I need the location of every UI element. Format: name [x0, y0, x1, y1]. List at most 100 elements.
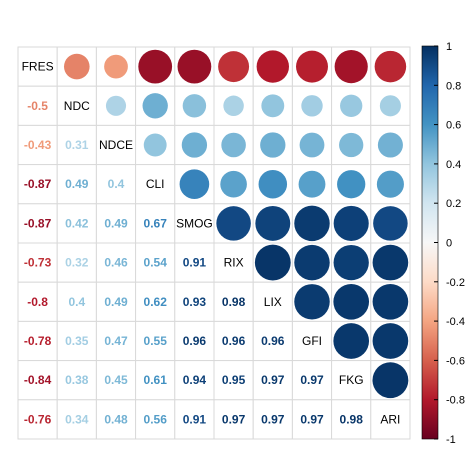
grid-cell: [17, 399, 58, 440]
correlation-value: 0.95: [222, 373, 246, 387]
correlation-circle: [298, 170, 326, 198]
correlation-circle: [294, 284, 330, 320]
correlation-value: 0.56: [144, 412, 168, 426]
variable-label: RIX: [224, 256, 244, 270]
correlation-circle: [299, 132, 325, 158]
variable-label: SMOG: [176, 216, 213, 230]
grid-cell: [213, 281, 254, 322]
grid-cell: [213, 320, 254, 362]
correlation-value: 0.97: [222, 412, 246, 426]
correlation-value: -0.73: [24, 256, 52, 270]
correlation-circle: [294, 244, 330, 281]
correlation-value: 0.97: [261, 373, 285, 387]
correlation-value: 0.49: [65, 177, 89, 191]
grid-cell: [291, 360, 333, 401]
colorbar-tick-label: 0.8: [446, 80, 461, 92]
grid-cell: [213, 242, 254, 283]
correlation-circle: [294, 205, 330, 242]
correlation-circle: [372, 244, 409, 281]
correlation-circle: [181, 132, 208, 158]
colorbar-tick-label: -1: [446, 434, 456, 446]
grid-cell: [56, 203, 97, 244]
grid-cell: [174, 242, 215, 283]
correlation-value: -0.5: [27, 99, 48, 113]
grid-cell: [17, 281, 58, 322]
correlation-circle: [216, 206, 251, 241]
grid-cell: [174, 203, 215, 244]
grid-cell: [95, 360, 137, 401]
correlation-value: 0.62: [144, 295, 168, 309]
correlation-value: 0.48: [104, 412, 128, 426]
variable-label: FRES: [22, 60, 54, 74]
correlation-circle: [376, 170, 404, 198]
correlation-value: 0.98: [222, 295, 246, 309]
grid-cell: [56, 85, 97, 126]
variable-label: LIX: [264, 295, 282, 309]
correlation-value: 0.94: [183, 373, 207, 387]
grid-cell: [370, 399, 411, 440]
colorbar-tick-label: -0.6: [446, 355, 465, 367]
correlation-value: -0.8: [27, 295, 48, 309]
correlation-value: 0.46: [104, 256, 128, 270]
correlation-value: 0.45: [104, 373, 128, 387]
grid-cell: [17, 164, 58, 205]
correlation-value: 0.55: [144, 334, 168, 348]
correlation-circle: [340, 94, 363, 117]
grid-cell: [331, 360, 372, 401]
grid-cell: [174, 360, 215, 401]
correlation-value: 0.67: [144, 216, 168, 230]
grid-cell: [17, 46, 58, 87]
colorbar: 1 0.8 0.6 0.4 0.2 0 -0.2 -0.4 -0.6 -0.8 -1: [421, 41, 465, 446]
correlation-value: -0.43: [24, 138, 52, 152]
correlation-circle: [221, 132, 246, 158]
label-layer: FRES -0.5 NDC -0.43 0.31 NDCE -0.87 0.49 0.4 CLI -…: [22, 60, 401, 427]
grid-cell: [291, 399, 333, 440]
correlation-circle: [254, 244, 291, 281]
correlation-circle: [220, 170, 247, 198]
correlation-circle: [104, 54, 128, 79]
correlation-value: 0.49: [104, 216, 128, 230]
correlation-circle: [255, 205, 291, 241]
variable-label: GFI: [302, 334, 322, 348]
correlation-circle: [373, 206, 408, 241]
correlation-circle: [337, 170, 366, 199]
correlation-circle: [258, 169, 288, 199]
correlation-value: 0.4: [108, 177, 125, 191]
correlation-value: 0.93: [183, 295, 207, 309]
correlation-circle: [177, 49, 212, 84]
grid-cell: [95, 399, 137, 440]
correlation-circle: [296, 50, 328, 83]
grid-cell: [252, 399, 293, 440]
correlation-value: 0.34: [65, 412, 89, 426]
correlation-circle: [142, 93, 168, 119]
correlation-value: 0.4: [68, 295, 85, 309]
correlation-circle: [179, 169, 210, 200]
correlation-circle: [333, 205, 369, 241]
correlation-circle: [143, 133, 167, 157]
correlation-circle: [334, 50, 368, 84]
correlation-value: -0.87: [24, 216, 52, 230]
variable-label: NDCE: [99, 138, 133, 152]
correlation-value: 0.42: [65, 216, 89, 230]
grid-cell: [95, 124, 137, 166]
grid-cell: [17, 124, 58, 166]
correlation-circle: [339, 132, 364, 158]
correlation-circle: [64, 53, 90, 80]
correlation-value: -0.76: [24, 412, 52, 426]
correlation-value: 0.96: [261, 334, 285, 348]
grid-cell: [17, 242, 58, 283]
correlation-value: -0.78: [24, 334, 52, 348]
grid-cell: [252, 360, 293, 401]
correlation-circle: [301, 95, 323, 117]
correlation-value: 0.91: [183, 256, 207, 270]
circle-layer: [64, 49, 409, 399]
colorbar-tick-label: -0.4: [446, 316, 465, 328]
correlation-circle: [105, 95, 127, 116]
correlation-value: 0.49: [104, 295, 128, 309]
correlation-value: 0.97: [300, 373, 324, 387]
grid-cell: [17, 360, 58, 401]
grid-cell: [95, 242, 137, 283]
correlation-circle: [374, 50, 407, 83]
correlation-value: 0.96: [222, 334, 246, 348]
